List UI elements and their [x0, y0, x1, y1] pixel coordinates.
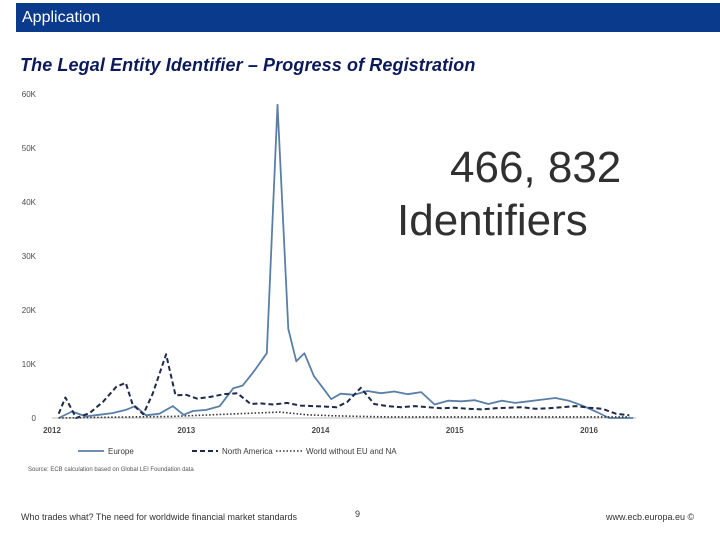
legend-label: Europe: [108, 447, 134, 456]
x-tick-label: 2016: [580, 426, 598, 435]
y-tick-label: 10K: [22, 360, 37, 369]
footer-website[interactable]: www.ecb.europa.eu ©: [606, 512, 695, 522]
x-tick-label: 2014: [312, 426, 330, 435]
x-tick-label: 2013: [177, 426, 195, 435]
legend-label: North America: [222, 447, 273, 456]
series-line-north-america: [57, 353, 630, 419]
y-tick-label: 50K: [22, 144, 37, 153]
identifier-label: Identifiers: [397, 196, 588, 245]
registration-line-chart: 0 10K 20K 30K 40K 50K 60K 2012 2013 2014 2015 2016 E…: [22, 90, 636, 473]
footer-caption: Who trades what? The need for worldwide …: [21, 512, 297, 522]
identifier-count: 466, 832: [450, 143, 622, 192]
x-tick-label: 2012: [43, 426, 61, 435]
series-line-europe: [58, 103, 634, 419]
y-tick-label: 40K: [22, 198, 37, 207]
header-bar: Application: [0, 0, 720, 36]
y-tick-label: 30K: [22, 252, 37, 261]
app-label: Application: [22, 9, 101, 26]
legend-label: World without EU and NA: [306, 447, 397, 456]
y-tick-label: 60K: [22, 90, 37, 99]
chart-source-note: Source: ECB calculation based on Global …: [28, 467, 194, 473]
x-tick-label: 2015: [446, 426, 464, 435]
y-tick-label: 0: [32, 414, 37, 423]
page-number: 9: [355, 509, 361, 519]
series-line-world-without-eu-and-na: [58, 411, 630, 419]
header-bar-fill: [16, 3, 720, 32]
slide-title: The Legal Entity Identifier – Progress o…: [20, 55, 476, 75]
y-tick-label: 20K: [22, 306, 37, 315]
